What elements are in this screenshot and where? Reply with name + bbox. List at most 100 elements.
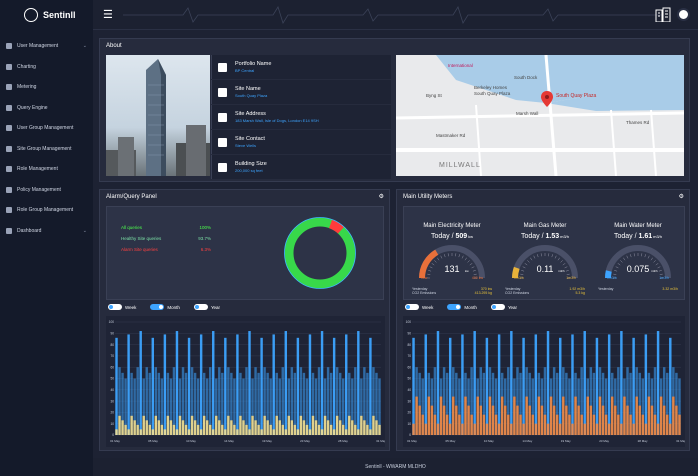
chart-bar	[662, 367, 666, 435]
meter-gauge: 0.075 m3/h 0m3/h 1m3/h	[605, 245, 671, 280]
gauge-tick	[658, 270, 662, 272]
chart-bar	[278, 378, 281, 435]
site-info-list: Portfolio Name BP Central Site Name South Q…	[211, 55, 391, 180]
range-toggle-week[interactable]: Week	[108, 304, 136, 310]
chart-bar-secondary	[248, 429, 251, 435]
sidebar-item-4[interactable]: User Group Management	[0, 118, 93, 139]
site-info-text: Building Size 200,000 sq feet	[235, 161, 267, 172]
chart-bar-secondary	[577, 405, 580, 435]
gauge-tick	[464, 257, 467, 261]
user-avatar-icon[interactable]	[677, 8, 690, 21]
toggle-switch[interactable]	[150, 304, 165, 310]
topbar: ☰	[93, 0, 698, 30]
range-toggle-week[interactable]: Week	[405, 304, 433, 310]
toggle-switch[interactable]	[490, 304, 505, 310]
chart-bar	[351, 378, 354, 435]
chart-bar	[580, 367, 583, 435]
alarm-settings-gear-icon[interactable]: ⚙	[378, 194, 384, 200]
sidebar-item-3[interactable]: Query Engine	[0, 98, 93, 119]
sidebar-item-5[interactable]: Site Group Management	[0, 139, 93, 160]
chart-bar	[293, 372, 297, 435]
y-tick-label: 40	[110, 388, 114, 392]
gauge-track	[605, 245, 671, 279]
chart-bar	[151, 337, 154, 435]
person-icon	[218, 137, 227, 147]
sidebar-item-0[interactable]: User Management ⌄	[0, 36, 93, 57]
chart-bar	[555, 372, 559, 435]
sidebar-item-2[interactable]: Metering	[0, 77, 93, 98]
chart-bar-secondary	[269, 424, 272, 435]
toggle-switch[interactable]	[405, 304, 419, 310]
gauge-tick	[565, 270, 569, 272]
chart-bar-secondary	[369, 429, 372, 435]
chart-bar-secondary	[127, 429, 130, 435]
brand[interactable]: Sentinll	[0, 0, 93, 30]
chart-bar-secondary	[421, 414, 424, 435]
meter-v2: 413.295 kg	[474, 291, 492, 295]
sidebar-item-7[interactable]: Policy Management	[0, 180, 93, 201]
site-map[interactable]: International South Dock Berkeley Homes …	[396, 55, 684, 176]
alarm-stat-value: 100%	[199, 225, 211, 230]
chart-bar	[311, 372, 315, 435]
chart-bar	[510, 331, 513, 435]
meters-settings-gear-icon[interactable]: ⚙	[678, 194, 684, 200]
building-icon[interactable]	[655, 7, 671, 22]
chart-bar-secondary	[124, 424, 127, 435]
sidebar-item-8[interactable]: Role Group Management	[0, 200, 93, 221]
chart-bar-secondary	[464, 396, 467, 435]
chart-bar	[196, 378, 200, 435]
toggle-label: Month	[167, 304, 180, 310]
site-info-title: Site Name	[235, 86, 261, 93]
chart-bar	[257, 372, 260, 435]
meter-yesterday: Yesterday	[505, 287, 521, 291]
chart-bar	[656, 331, 660, 435]
chart-bar-secondary	[221, 424, 224, 435]
x-tick-label: 01 May	[110, 439, 120, 443]
footer: Sentinll - WWARM MLDHO	[93, 458, 698, 476]
chart-bar	[543, 367, 547, 435]
gauge-fill	[419, 249, 439, 279]
chart-bar	[215, 378, 218, 435]
chart-bar	[251, 378, 254, 435]
chart-bar-secondary	[345, 429, 348, 435]
sidebar-item-6[interactable]: Role Management	[0, 159, 93, 180]
chart-bar	[305, 378, 309, 435]
meter-footer-labels: Yesterday CO2 Emissions	[505, 287, 529, 295]
chart-bar	[124, 378, 127, 435]
hamburger-menu-icon[interactable]: ☰	[103, 9, 113, 21]
chart-bar	[494, 378, 498, 435]
meter-reading: 0.11	[537, 264, 554, 274]
gauge-tick	[431, 263, 435, 266]
sidebar-item-icon	[6, 43, 12, 50]
range-toggle-month[interactable]: Month	[150, 304, 180, 310]
sidebar-item-icon	[6, 63, 12, 70]
chart-bar	[245, 367, 248, 435]
gauge-high: 400 kw	[472, 276, 484, 280]
chart-bar-secondary	[130, 415, 133, 435]
chart-bar-secondary	[672, 396, 675, 435]
toggle-switch[interactable]	[108, 304, 122, 310]
chart-bar	[314, 378, 318, 435]
chart-bar	[433, 367, 437, 435]
range-toggle-year[interactable]: Year	[490, 304, 517, 310]
chart-bar-secondary	[139, 429, 142, 435]
chart-bar	[345, 334, 348, 435]
site-info-value: BP Central	[235, 67, 255, 73]
meter-today-prefix: Today /	[430, 233, 456, 240]
toggle-switch[interactable]	[447, 304, 462, 310]
sidebar-item-9[interactable]: Dashboard ⌄	[0, 221, 93, 242]
range-toggle-year[interactable]: Year	[193, 304, 220, 310]
chart-bar-secondary	[181, 420, 185, 435]
chart-bar	[209, 367, 212, 435]
chart-bar-secondary	[666, 414, 669, 435]
range-toggle-month[interactable]: Month	[447, 304, 477, 310]
sidebar: Sentinll User Management ⌄ Charting Meterin…	[0, 0, 93, 476]
chart-bar	[221, 372, 224, 435]
sidebar-item-1[interactable]: Charting	[0, 57, 93, 78]
toggle-switch[interactable]	[193, 304, 208, 310]
chart-bar	[275, 372, 278, 435]
sidebar-item-icon	[6, 207, 12, 214]
chart-bar	[287, 378, 291, 435]
x-tick-label: 19 May	[262, 439, 272, 443]
